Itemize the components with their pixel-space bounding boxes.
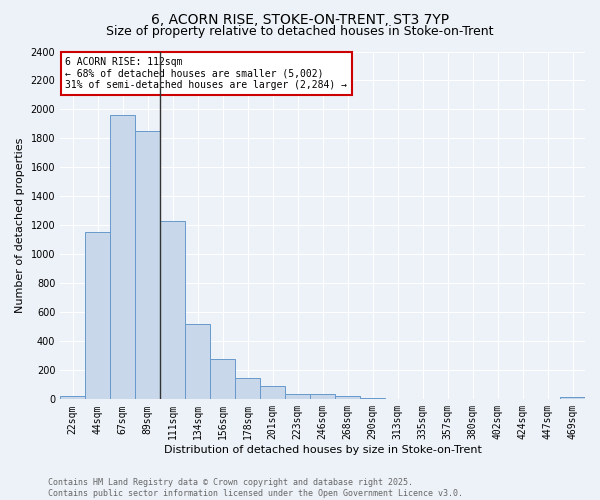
Text: Contains HM Land Registry data © Crown copyright and database right 2025.
Contai: Contains HM Land Registry data © Crown c… xyxy=(48,478,463,498)
Bar xyxy=(360,398,385,400)
X-axis label: Distribution of detached houses by size in Stoke-on-Trent: Distribution of detached houses by size … xyxy=(164,445,482,455)
Text: Size of property relative to detached houses in Stoke-on-Trent: Size of property relative to detached ho… xyxy=(106,25,494,38)
Bar xyxy=(160,221,185,400)
Bar xyxy=(385,398,410,400)
Text: 6 ACORN RISE: 112sqm
← 68% of detached houses are smaller (5,002)
31% of semi-de: 6 ACORN RISE: 112sqm ← 68% of detached h… xyxy=(65,56,347,90)
Bar xyxy=(310,394,335,400)
Bar xyxy=(185,324,210,400)
Bar xyxy=(560,397,585,400)
Bar xyxy=(60,396,85,400)
Bar xyxy=(335,396,360,400)
Y-axis label: Number of detached properties: Number of detached properties xyxy=(15,138,25,313)
Bar xyxy=(235,378,260,400)
Bar xyxy=(135,131,160,400)
Bar xyxy=(260,386,285,400)
Bar xyxy=(285,394,310,400)
Bar xyxy=(210,360,235,400)
Bar xyxy=(85,232,110,400)
Text: 6, ACORN RISE, STOKE-ON-TRENT, ST3 7YP: 6, ACORN RISE, STOKE-ON-TRENT, ST3 7YP xyxy=(151,12,449,26)
Bar xyxy=(110,116,135,400)
